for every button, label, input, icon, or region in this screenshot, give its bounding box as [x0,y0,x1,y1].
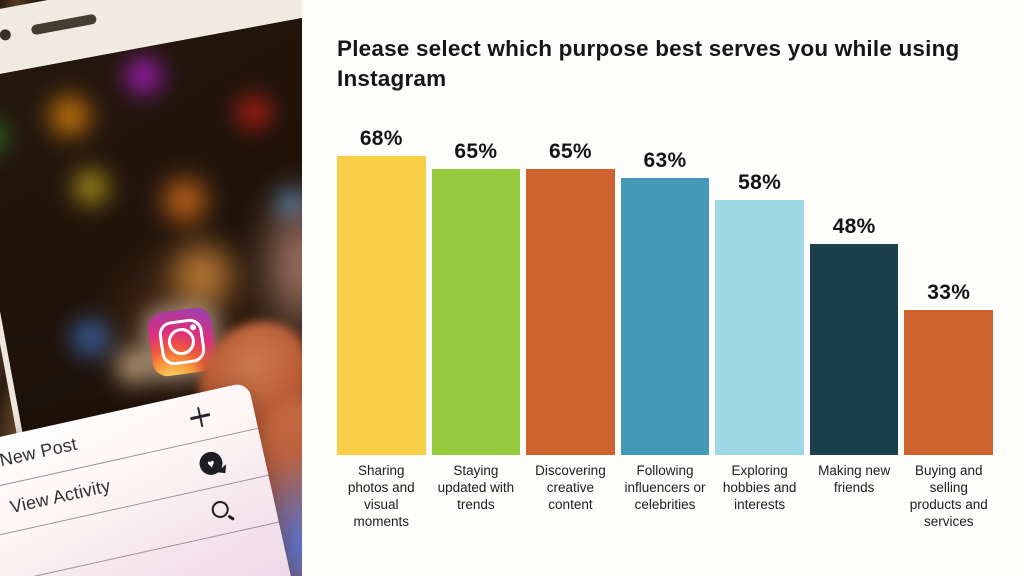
bar [337,156,426,455]
instagram-photo: New Post View Activity ♥ [0,0,302,576]
bar-column: 65% [431,140,521,455]
bar-column: 33% [904,281,994,455]
bar [809,244,899,455]
menu-item-label: New Post [0,433,79,471]
chart-title: Please select which purpose best serves … [337,36,960,91]
category-label: Following influencers or celebrities [624,463,706,512]
bar-column: 68% [337,127,426,455]
bar [526,169,615,455]
heart-icon: ♥ [206,455,217,471]
bar-column: 48% [809,215,899,455]
bar-value-label: 48% [832,215,876,238]
chart-panel: Please select which purpose best serves … [302,0,1024,576]
bar-column: 58% [715,171,804,455]
menu-item-label: View Activity [8,475,113,518]
front-camera-icon [0,28,12,42]
bar [715,200,804,455]
bar-value-label: 65% [548,140,592,163]
bar [620,178,710,455]
bar [431,169,521,455]
category-label: Sharing photos and visual moments [347,463,415,529]
phone-speaker [30,13,98,36]
heart-comment-icon: ♥ [197,449,225,478]
category-label: Staying updated with trends [437,463,515,512]
bar-value-label: 58% [738,171,782,194]
category-label: Buying and selling products and services [909,463,988,529]
bar-column: 63% [620,149,710,455]
bar-value-label: 33% [927,281,971,304]
plus-icon [186,402,215,431]
bar-value-label: 68% [359,127,403,150]
bar-value-label: 63% [643,149,687,172]
bar [904,310,994,455]
bar-column: 65% [526,140,615,455]
category-label: Making new friends [818,463,891,495]
search-icon [209,497,235,523]
category-label: Discovering creative content [535,463,606,512]
category-labels: Sharing photos and visual moments Staying… [337,462,993,530]
category-label: Exploring hobbies and interests [722,463,797,512]
bar-chart: 68% 65% 65% 63% 58% 48% 33% [337,0,994,455]
bar-value-label: 65% [454,140,498,163]
